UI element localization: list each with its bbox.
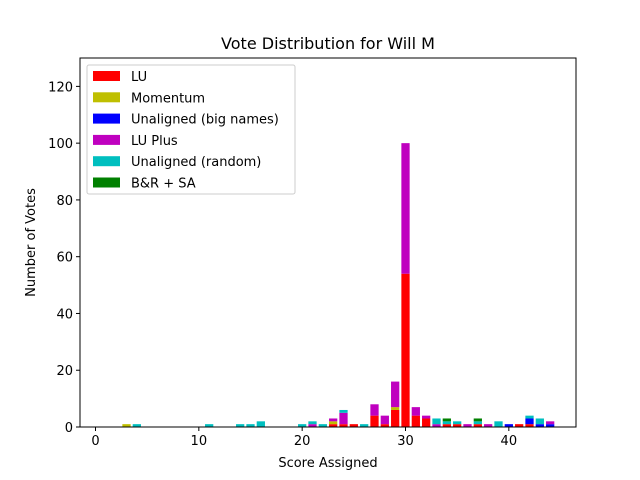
bar-unaligned-big-names--43	[535, 424, 544, 427]
bar-lu-27	[370, 415, 379, 427]
legend-box	[86, 64, 296, 195]
y-axis-label: Number of Votes	[24, 188, 39, 297]
legend-label: LU Plus	[131, 134, 178, 149]
y-tick-label: 40	[56, 307, 73, 322]
bar-unaligned-random--37	[473, 421, 482, 425]
bar-momentum-23	[329, 421, 338, 425]
legend-swatch	[93, 92, 120, 103]
bar-unaligned-big-names--44	[546, 424, 555, 427]
legend-label: B&R + SA	[131, 177, 196, 192]
y-tick-label: 0	[65, 421, 73, 436]
bar-unaligned-random--35	[453, 421, 462, 425]
chart-title: Vote Distribution for Will M	[221, 34, 435, 53]
bar-lu-23	[329, 424, 338, 427]
legend-label: Unaligned (big names)	[131, 113, 279, 128]
legend-swatch	[93, 177, 120, 188]
bar-unaligned-random--39	[494, 421, 503, 427]
bar-lu-plus-29	[391, 381, 400, 408]
bar-unaligned-random--22	[318, 424, 327, 427]
bar-lu-plus-30	[401, 143, 410, 274]
bar-lu-32	[422, 418, 431, 427]
x-tick-label: 20	[294, 434, 311, 449]
bar-unaligned-random--20	[298, 424, 307, 427]
bar-unaligned-random--14	[236, 424, 245, 427]
bars-layer	[122, 143, 555, 427]
bar-lu-plus-31	[411, 407, 420, 416]
bar-unaligned-random--24	[339, 409, 348, 413]
y-tick-label: 100	[48, 137, 73, 152]
y-tick-label: 120	[48, 80, 73, 95]
bar-lu-plus-36	[463, 424, 472, 427]
x-tick-label: 40	[501, 434, 518, 449]
bar-lu-24	[339, 424, 348, 427]
x-axis-label: Score Assigned	[278, 456, 377, 471]
bar-unaligned-random--15	[246, 424, 255, 427]
bar-momentum-3	[122, 424, 131, 427]
bar-b-r-sa-34	[442, 418, 451, 422]
bar-unaligned-random--42	[525, 415, 534, 419]
bar-lu-35	[453, 424, 462, 427]
bar-unaligned-random--21	[308, 421, 317, 425]
bar-lu-29	[391, 409, 400, 427]
bar-lu-31	[411, 415, 420, 427]
plot-frame	[79, 57, 577, 428]
bar-lu-plus-21	[308, 424, 317, 427]
bar-unaligned-random--26	[360, 424, 369, 427]
x-tick-label: 10	[191, 434, 208, 449]
bar-lu-plus-23	[329, 418, 338, 422]
bar-lu-plus-24	[339, 412, 348, 425]
bar-lu-28	[380, 424, 389, 427]
y-tick-label: 80	[56, 194, 73, 209]
bar-b-r-sa-37	[473, 418, 482, 422]
legend-swatch	[93, 71, 120, 81]
y-axis: 0 20 40 60 80 100 120	[48, 80, 80, 436]
bar-unaligned-big-names--42	[525, 418, 534, 425]
bar-unaligned-random--33	[432, 418, 441, 425]
bar-lu-plus-33	[432, 424, 441, 427]
y-tick-label: 20	[56, 364, 73, 379]
bar-lu-42	[525, 424, 534, 427]
bar-lu-25	[349, 424, 358, 427]
legend-label: Unaligned (random)	[131, 155, 261, 170]
bar-unaligned-random--4	[132, 424, 141, 427]
bar-unaligned-random--11	[205, 424, 214, 427]
bar-lu-plus-28	[380, 415, 389, 425]
legend-swatch	[93, 156, 120, 167]
bar-lu-30	[401, 273, 410, 427]
x-tick-label: 0	[91, 434, 99, 449]
bar-lu-plus-38	[484, 424, 493, 427]
x-axis: 0 10 20 30 40	[91, 427, 517, 449]
bar-lu-37	[473, 424, 482, 427]
bar-unaligned-random--43	[535, 418, 544, 425]
bar-lu-plus-32	[422, 415, 431, 419]
bar-momentum-29	[391, 407, 400, 410]
x-tick-label: 30	[397, 434, 414, 449]
bar-unaligned-random--16	[256, 421, 265, 427]
legend-label: Momentum	[131, 91, 205, 106]
legend-label: LU	[131, 70, 147, 85]
bar-unaligned-random--34	[442, 421, 451, 425]
bar-unaligned-big-names--40	[504, 424, 513, 427]
legend-swatch	[93, 134, 120, 145]
bar-lu-plus-44	[546, 421, 555, 425]
bar-lu-34	[442, 424, 451, 427]
bar-lu-41	[515, 424, 524, 427]
bar-lu-plus-27	[370, 404, 379, 416]
legend: LU Momentum Unaligned (big names) LU Plus Un…	[86, 64, 296, 195]
y-tick-label: 60	[56, 251, 73, 266]
legend-swatch	[93, 113, 120, 124]
